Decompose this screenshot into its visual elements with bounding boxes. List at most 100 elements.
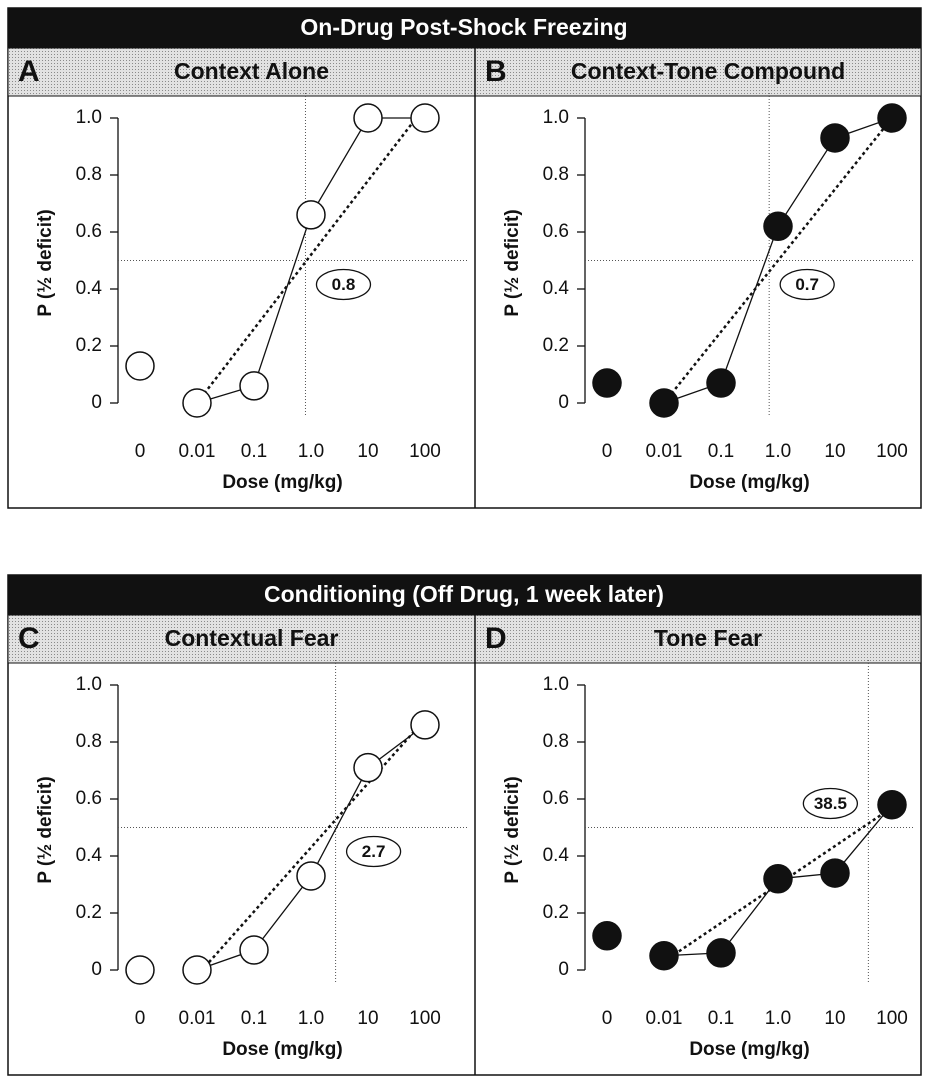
x-tick-label: 1.0 <box>298 1008 324 1029</box>
panel-letter: A <box>18 55 40 88</box>
data-point <box>410 103 440 133</box>
data-point <box>877 103 907 133</box>
x-tick-label: 0 <box>135 441 146 462</box>
panel-letter: C <box>18 622 40 655</box>
ed50-bubble <box>802 787 859 820</box>
y-tick-label: 0.4 <box>543 278 570 299</box>
data-point <box>649 388 679 418</box>
x-tick-label: 0 <box>135 1008 146 1029</box>
x-tick-label: 0.1 <box>708 441 734 462</box>
ed50-bubble <box>315 268 372 301</box>
panel-letter: B <box>485 55 507 88</box>
fit-line <box>663 806 893 963</box>
ed50-label: 2.7 <box>362 842 386 861</box>
x-tick-label: 0 <box>602 441 613 462</box>
y-tick-label: 0.2 <box>543 335 569 356</box>
x-axis-label: Dose (mg/kg) <box>222 472 342 493</box>
x-axis-label: Dose (mg/kg) <box>689 1039 809 1060</box>
y-tick-label: 0 <box>91 392 102 413</box>
x-tick-label: 100 <box>876 441 908 462</box>
data-point <box>296 861 326 891</box>
y-tick-label: 1.0 <box>543 674 569 695</box>
y-tick-label: 0.4 <box>76 845 103 866</box>
fit-line <box>663 117 893 404</box>
y-axis-label: P (½ deficit) <box>502 209 523 316</box>
y-tick-label: 0.8 <box>76 731 102 752</box>
x-tick-label: 10 <box>357 441 378 462</box>
data-point <box>182 955 212 985</box>
data-point <box>877 789 907 820</box>
data-point <box>410 710 440 740</box>
subheader <box>7 614 922 664</box>
y-tick-label: 0.2 <box>543 902 569 923</box>
y-axis-label: P (½ deficit) <box>502 776 523 883</box>
x-axis-label: Dose (mg/kg) <box>689 472 809 493</box>
y-tick-label: 0.2 <box>76 335 102 356</box>
section-title: Conditioning (Off Drug, 1 week later) <box>264 581 664 607</box>
data-point <box>125 955 155 985</box>
data-point <box>182 388 212 418</box>
y-tick-label: 0.6 <box>76 221 102 242</box>
y-axis-label: P (½ deficit) <box>35 209 56 316</box>
panel-letter: D <box>485 622 507 655</box>
y-tick-label: 1.0 <box>543 107 569 128</box>
data-point <box>820 858 850 888</box>
x-tick-label: 1.0 <box>765 441 791 462</box>
y-tick-label: 0.4 <box>543 845 570 866</box>
x-tick-label: 0 <box>602 1008 613 1029</box>
x-tick-label: 10 <box>357 1008 378 1029</box>
y-tick-label: 0.8 <box>543 731 569 752</box>
x-tick-label: 0.01 <box>179 441 216 462</box>
subheader <box>7 47 922 97</box>
x-tick-label: 0.01 <box>646 441 683 462</box>
y-axis-label: P (½ deficit) <box>35 776 56 883</box>
data-point <box>353 752 383 783</box>
data-point <box>706 368 736 398</box>
y-tick-label: 0 <box>558 959 569 980</box>
x-tick-label: 100 <box>876 1008 908 1029</box>
x-tick-label: 100 <box>409 1008 441 1029</box>
data-point <box>763 864 793 894</box>
y-tick-label: 0.6 <box>543 788 569 809</box>
y-tick-label: 0.6 <box>76 788 102 809</box>
data-point <box>649 941 679 971</box>
fit-line <box>196 105 426 404</box>
x-tick-label: 0.1 <box>241 1008 267 1029</box>
y-tick-label: 0 <box>91 959 102 980</box>
ed50-bubble <box>345 835 402 868</box>
x-tick-label: 100 <box>409 441 441 462</box>
y-tick-label: 0.8 <box>76 164 102 185</box>
x-tick-label: 0.01 <box>646 1008 683 1029</box>
panel-title: Context-Tone Compound <box>571 58 845 84</box>
y-tick-label: 1.0 <box>76 674 102 695</box>
x-tick-label: 0.01 <box>179 1008 216 1029</box>
x-tick-label: 10 <box>824 1008 845 1029</box>
y-tick-label: 0 <box>558 392 569 413</box>
y-tick-label: 0.4 <box>76 278 103 299</box>
ed50-label: 38.5 <box>814 794 847 813</box>
panel-title: Contextual Fear <box>165 625 339 651</box>
y-tick-label: 0.8 <box>543 164 569 185</box>
data-point <box>706 938 736 968</box>
data-point <box>592 921 622 951</box>
x-tick-label: 0.1 <box>708 1008 734 1029</box>
panel-title: Tone Fear <box>654 625 762 651</box>
data-point <box>239 371 269 401</box>
y-tick-label: 1.0 <box>76 107 102 128</box>
x-tick-label: 10 <box>824 441 845 462</box>
x-tick-label: 0.1 <box>241 441 267 462</box>
x-tick-label: 1.0 <box>765 1008 791 1029</box>
x-axis-label: Dose (mg/kg) <box>222 1039 342 1060</box>
ed50-label: 0.8 <box>332 275 356 294</box>
panel-title: Context Alone <box>174 58 329 84</box>
data-point <box>125 351 155 381</box>
section-title: On-Drug Post-Shock Freezing <box>300 14 627 40</box>
ed50-bubble <box>779 268 835 301</box>
data-point <box>820 123 850 153</box>
x-tick-label: 1.0 <box>298 441 324 462</box>
ed50-label: 0.7 <box>795 275 819 294</box>
section-header <box>8 8 921 48</box>
data-point <box>353 103 383 133</box>
data-point <box>239 935 269 965</box>
